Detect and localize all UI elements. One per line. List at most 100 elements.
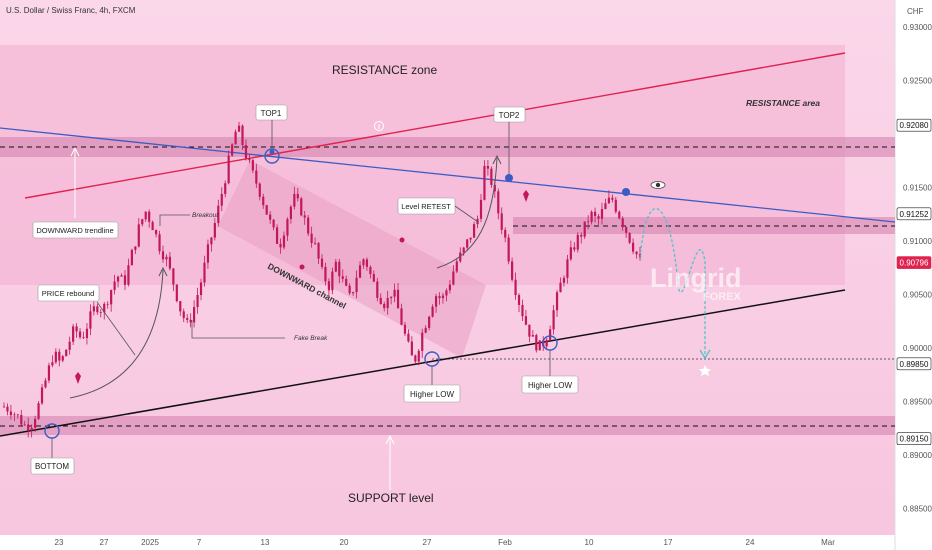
time-tick-1: 27 <box>100 538 109 547</box>
candle-body <box>275 227 279 244</box>
candle-body <box>154 230 158 235</box>
candle-body <box>462 247 465 253</box>
candle-body <box>341 276 344 279</box>
candle-body <box>269 214 272 220</box>
support-trendline <box>0 289 846 437</box>
candle-body <box>583 221 586 237</box>
price-tag-2: 0.90796 <box>900 259 929 268</box>
candle-body <box>386 298 389 309</box>
candle-body <box>455 261 458 272</box>
time-tick-11: Mar <box>821 538 835 547</box>
candle-body <box>535 335 538 351</box>
candle-body <box>390 296 393 299</box>
candle-body <box>365 259 369 267</box>
chart-header: U.S. Dollar / Swiss Franc, 4h, FXCM <box>6 6 136 15</box>
candle-body <box>604 203 607 209</box>
time-axis[interactable]: 23 27 2025 7 13 20 27 Feb 10 17 24 Mar <box>55 538 836 547</box>
candle-body <box>44 380 47 388</box>
candle-body <box>99 312 102 313</box>
candle-body <box>559 282 562 293</box>
candle-body <box>85 328 89 339</box>
support-zone-band <box>0 416 895 435</box>
higher-low-1-label: Higher LOW <box>410 390 454 399</box>
star-icon <box>699 365 711 376</box>
candle-body <box>172 268 175 285</box>
eye-icon[interactable] <box>650 181 666 189</box>
candle-body <box>352 292 355 294</box>
candles <box>2 121 642 438</box>
price-tag-box-1 <box>896 207 932 221</box>
candle-body <box>96 306 99 313</box>
candle-body <box>286 219 289 236</box>
candle-body <box>338 261 341 277</box>
time-tick-3: 7 <box>197 538 202 547</box>
candle-body <box>206 244 210 263</box>
candle-body <box>289 206 292 220</box>
candle-body <box>227 155 230 184</box>
candle-body <box>51 362 54 366</box>
candle-body <box>431 306 434 317</box>
pointer-arrowhead-icon <box>70 146 80 157</box>
candle-body <box>258 183 261 197</box>
retest-curve-arrow <box>436 157 498 269</box>
candle-body <box>16 414 19 416</box>
bottom-label: BOTTOM <box>35 462 69 471</box>
candle-body <box>573 247 576 250</box>
time-tick-9: 17 <box>664 538 673 547</box>
candle-body <box>13 414 16 416</box>
downward-trendline-bubble: DOWNWARD trendline <box>32 221 119 239</box>
candle-body <box>92 306 95 312</box>
price-tag-box-3 <box>896 357 932 371</box>
breakout-label: Breakout <box>192 212 219 219</box>
top1-bubble: TOP1 <box>255 104 288 148</box>
candle-body <box>120 275 123 277</box>
candle-body <box>421 332 424 351</box>
candle-body <box>562 277 566 283</box>
candle-body <box>611 197 614 200</box>
level-retest-label: Level RETEST <box>401 202 451 211</box>
candle-body <box>607 197 610 204</box>
candle-body <box>514 279 517 296</box>
candle-body <box>517 295 521 305</box>
candle-body <box>68 341 71 350</box>
candle-body <box>631 242 635 252</box>
time-tick-0: 23 <box>55 538 64 547</box>
candle-body <box>531 335 534 337</box>
price-tag-0: 0.92080 <box>900 121 929 130</box>
candle-body <box>324 266 327 282</box>
price-tick-5: 0.90000 <box>903 344 932 353</box>
candle-body <box>407 333 410 342</box>
info-icon[interactable] <box>374 121 384 131</box>
candle-body <box>293 193 296 207</box>
touch-dot[interactable] <box>622 188 630 196</box>
top2-bubble: TOP2 <box>493 106 526 174</box>
rebound-curve-arrow <box>69 269 164 399</box>
downward-trendline-label: DOWNWARD trendline <box>36 226 113 235</box>
price-tag-box-4 <box>896 432 932 446</box>
candle-body <box>379 297 382 304</box>
candle-body <box>434 296 438 307</box>
candle-body <box>345 278 348 286</box>
candle-body <box>376 281 379 298</box>
price-tag-box-0 <box>896 118 932 132</box>
candle-body <box>20 414 23 425</box>
top2-dot[interactable] <box>505 174 513 182</box>
candle-body <box>123 275 127 285</box>
candle-body <box>490 168 493 185</box>
price-tags: 0.92080 0.91252 0.90796 0.89850 0.89150 <box>896 118 932 446</box>
candle-body <box>103 303 106 313</box>
time-tick-5: 20 <box>340 538 349 547</box>
candle-body <box>179 301 182 312</box>
candle-body <box>203 262 206 283</box>
candle-body <box>466 239 469 248</box>
rebound-connector <box>96 301 136 356</box>
candle-body <box>234 131 237 145</box>
candle-body <box>168 256 172 269</box>
candle-body <box>213 223 216 238</box>
top1-circle[interactable] <box>264 148 280 164</box>
candle-body <box>327 281 331 291</box>
candle-body <box>61 356 64 361</box>
candle-body <box>148 211 151 222</box>
price-axis[interactable]: 0.93000 0.92500 0.91500 0.91000 0.90500 0.900… <box>903 23 932 514</box>
